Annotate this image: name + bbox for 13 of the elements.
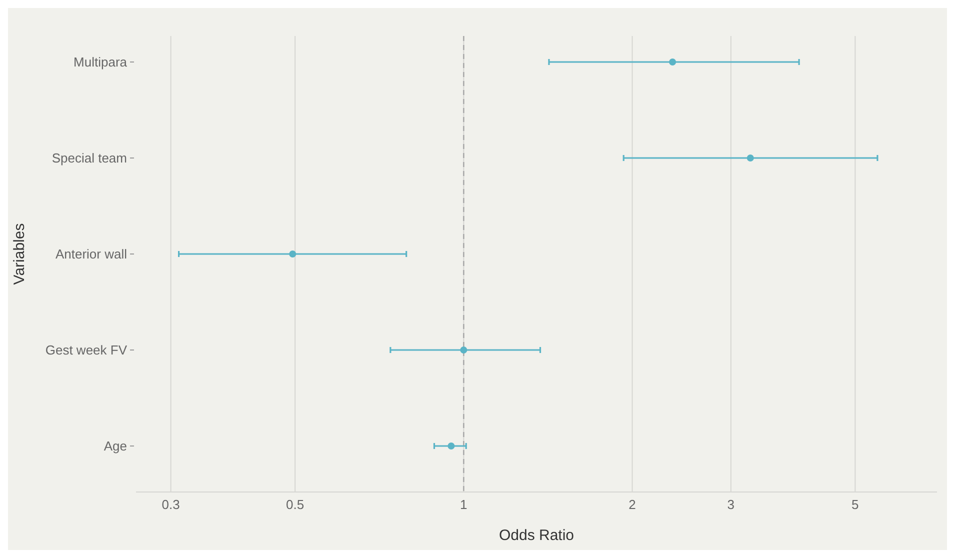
x-tick-label: 0.5 xyxy=(286,497,304,512)
y-tick-label: Special team xyxy=(52,150,127,166)
x-tick-label: 2 xyxy=(628,497,636,512)
y-tick-label: Gest week FV xyxy=(45,342,128,358)
x-tick-label: 3 xyxy=(727,497,735,512)
y-axis-title: Variables xyxy=(11,223,28,285)
y-tick-label: Anterior wall xyxy=(55,246,128,262)
x-axis-title: Odds Ratio xyxy=(498,527,574,544)
y-tick-label: Age xyxy=(104,438,127,454)
x-tick-label: 0.3 xyxy=(162,497,180,512)
x-tick-label: 5 xyxy=(852,497,859,512)
y-tick-label: Multipara xyxy=(74,54,128,70)
x-tick-label: 1 xyxy=(460,497,468,512)
